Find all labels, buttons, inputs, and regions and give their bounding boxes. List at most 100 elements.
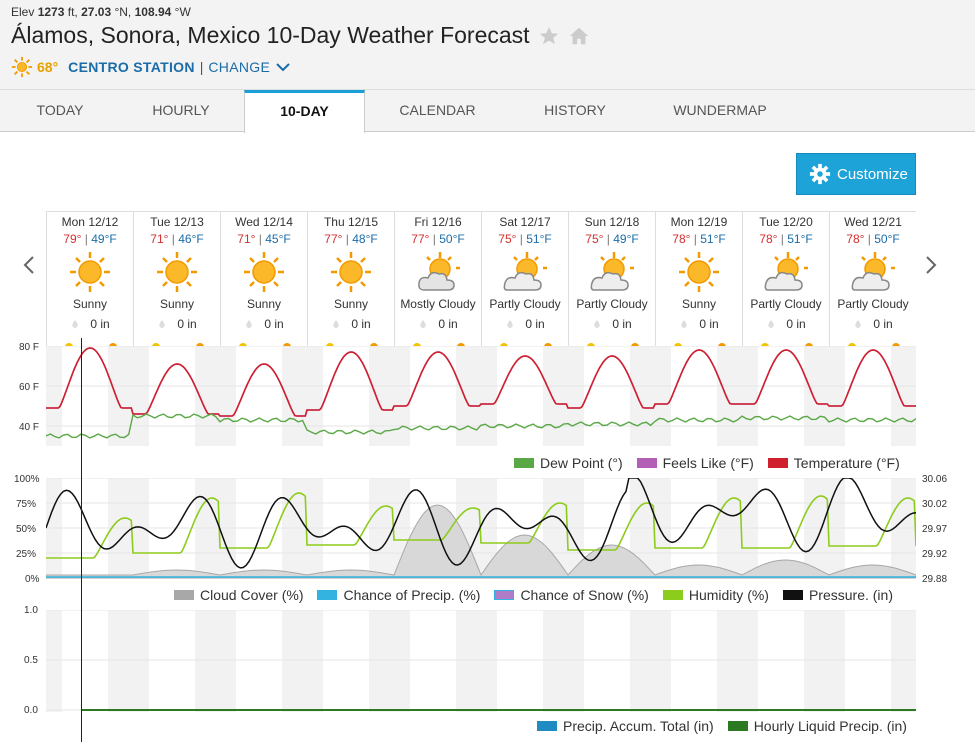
legend-humidity[interactable]: Humidity (%) (688, 587, 769, 603)
night-band (307, 346, 323, 446)
precip-accum-swatch (537, 721, 557, 731)
precip-amount: 0 in (177, 317, 197, 331)
day-column[interactable]: Fri 12/16 77° | 50°F Mostly Cloudy 0 in (394, 212, 481, 347)
sunny-icon (134, 250, 220, 294)
day-high: 78° (846, 232, 865, 246)
precip-ytick: 0.5 (24, 655, 38, 666)
legend-pressure[interactable]: Pressure. (in) (808, 587, 893, 603)
legend-temperature[interactable]: Temperature (°F) (793, 455, 900, 471)
day-column[interactable]: Mon 12/12 79° | 49°F Sunny 0 in (46, 212, 133, 347)
precip-amount: 0 in (699, 317, 719, 331)
day-column[interactable]: Wed 12/14 71° | 45°F Sunny 0 in (220, 212, 307, 347)
dew-point-swatch (514, 458, 534, 468)
legend-feels-like[interactable]: Feels Like (°F) (662, 455, 754, 471)
sunny-icon (221, 250, 307, 294)
tab-calendar[interactable]: CALENDAR (399, 102, 476, 118)
night-band (630, 610, 655, 712)
temperature-chart (45, 345, 917, 476)
day-high: 78° (672, 232, 691, 246)
tab-hourly[interactable]: HOURLY (152, 102, 210, 118)
day-date: Mon 12/12 (61, 215, 119, 229)
precip-ytick: 0.0 (24, 705, 38, 716)
day-condition: Sunny (72, 297, 108, 311)
night-band (543, 610, 568, 712)
chance-snow-swatch (494, 590, 515, 600)
night-band (133, 346, 149, 446)
night-band (568, 346, 584, 446)
day-low: 51°F (700, 232, 726, 246)
night-band (891, 610, 916, 712)
night-band (543, 346, 568, 446)
day-column[interactable]: Tue 12/13 71° | 46°F Sunny 0 in (133, 212, 220, 347)
lat-value: 27.03 (81, 5, 112, 19)
day-condition: Mostly Cloudy (400, 297, 476, 311)
cloud-ytick: 50% (16, 524, 37, 535)
raindrop-icon (72, 320, 78, 328)
page-header: Elev 1273 ft, 27.03 °N, 108.94 °W Álamos… (0, 0, 975, 90)
legend-dew-point[interactable]: Dew Point (°) (540, 455, 623, 471)
day-precip: 0 in (482, 317, 568, 331)
humidity-swatch (662, 590, 683, 600)
day-temps: 78° | 51°F (759, 232, 813, 246)
day-column[interactable]: Mon 12/19 78° | 51°F Sunny 0 in (655, 212, 742, 347)
precip-amount: 0 in (90, 317, 110, 331)
night-band (568, 610, 584, 712)
hourly-liquid-swatch (727, 721, 748, 731)
elev-label: Elev (11, 5, 35, 19)
next-arrow-icon[interactable] (924, 255, 938, 275)
day-precip: 0 in (134, 317, 220, 331)
day-precip: 0 in (47, 317, 133, 331)
day-column[interactable]: Sun 12/18 75° | 49°F Partly Cloudy 0 in (568, 212, 655, 347)
cloud-ytick: 25% (16, 549, 37, 560)
day-column[interactable]: Wed 12/21 78° | 50°F Partly Cloudy 0 in (829, 212, 916, 347)
temp-ytick: 40 F (19, 422, 40, 433)
legend-precip-accum[interactable]: Precip. Accum. Total (in) (563, 718, 714, 734)
day-high: 78° (759, 232, 778, 246)
night-band (456, 610, 481, 712)
temperature-legend: Dew Point (°) Feels Like (°F) Temperatur… (500, 455, 900, 471)
legend-cloud-cover[interactable]: Cloud Cover (%) (200, 587, 304, 603)
chevron-down-icon[interactable] (275, 61, 291, 73)
pressure-swatch (782, 590, 803, 600)
pressure-ytick: 29.92 (922, 549, 948, 560)
tab-10-day[interactable]: 10-DAY (244, 90, 365, 133)
change-station-link[interactable]: CHANGE (208, 59, 271, 75)
day-precip: 0 in (743, 317, 829, 331)
legend-chance-snow[interactable]: Chance of Snow (%) (520, 587, 649, 603)
customize-label: Customize (837, 165, 908, 183)
night-band (717, 610, 742, 712)
temp-ytick: 80 F (19, 342, 40, 353)
legend-hourly-liquid[interactable]: Hourly Liquid Precip. (in) (753, 718, 907, 734)
cloud-ytick: 75% (16, 499, 37, 510)
night-band (481, 610, 497, 712)
day-date: Tue 12/13 (150, 215, 204, 229)
day-low: 49°F (613, 232, 639, 246)
night-band (282, 610, 307, 712)
day-column[interactable]: Thu 12/15 77° | 48°F Sunny 0 in (307, 212, 394, 347)
day-high: 77° (411, 232, 430, 246)
day-column[interactable]: Tue 12/20 78° | 51°F Partly Cloudy 0 in (742, 212, 829, 347)
prev-arrow-icon[interactable] (22, 255, 36, 275)
tab-wundermap[interactable]: WUNDERMAP (673, 102, 767, 118)
day-temps: 75° | 51°F (498, 232, 552, 246)
tab-today[interactable]: TODAY (36, 102, 84, 118)
tab-history[interactable]: HISTORY (544, 102, 606, 118)
night-band (46, 610, 62, 712)
lon-value: 108.94 (134, 5, 172, 19)
current-temperature: 68° (37, 59, 59, 75)
night-band (394, 610, 410, 712)
legend-chance-precip[interactable]: Chance of Precip. (%) (343, 587, 481, 603)
favorite-star-icon[interactable] (538, 25, 560, 47)
day-high: 71° (150, 232, 169, 246)
day-low: 51°F (787, 232, 813, 246)
day-column[interactable]: Sat 12/17 75° | 51°F Partly Cloudy 0 in (481, 212, 568, 347)
chance-precip-swatch (317, 590, 338, 600)
customize-button[interactable]: Customize (796, 153, 916, 195)
raindrop-icon (855, 320, 861, 328)
temperature-plot (45, 345, 917, 446)
night-band (307, 610, 323, 712)
temperature-swatch (767, 458, 788, 468)
home-icon[interactable] (568, 25, 590, 47)
station-name[interactable]: CENTRO STATION (68, 59, 195, 75)
precip-ytick: 1.0 (24, 605, 38, 616)
